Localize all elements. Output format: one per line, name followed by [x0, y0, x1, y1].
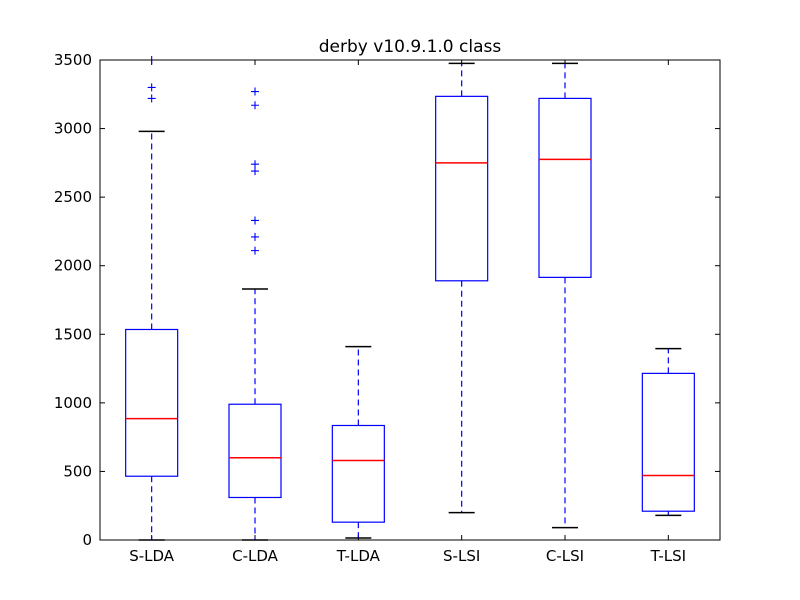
- box-iqr: [435, 95, 489, 282]
- y-tick-label: 2500: [54, 188, 92, 206]
- y-tick-label: 0: [82, 531, 92, 549]
- flier-point: [251, 216, 259, 225]
- box-iqr: [641, 372, 695, 512]
- x-tick-label: S-LSI: [443, 547, 480, 565]
- y-tick-label: 1500: [54, 325, 92, 343]
- y-tick-label: 500: [63, 462, 92, 480]
- chart-title: derby v10.9.1.0 class: [319, 37, 502, 57]
- flier-point: [251, 101, 259, 110]
- flier-point: [147, 83, 156, 92]
- box-iqr: [228, 403, 282, 499]
- flier-point: [251, 246, 259, 255]
- box-iqr: [331, 424, 385, 523]
- y-tick-label: 1000: [54, 394, 92, 412]
- x-tick-label: C-LSI: [546, 547, 584, 565]
- y-tick-label: 3000: [54, 120, 92, 138]
- x-tick-label: T-LSI: [650, 547, 687, 565]
- flier-point: [147, 94, 156, 103]
- box-iqr: [538, 97, 592, 278]
- x-tick-label: S-LDA: [129, 547, 175, 565]
- y-tick-label: 3500: [54, 51, 92, 69]
- flier-point: [251, 87, 259, 96]
- x-tick-label: T-LDA: [336, 547, 381, 565]
- flier-point: [251, 160, 259, 169]
- y-tick-label: 2000: [54, 257, 92, 275]
- flier-point: [251, 167, 259, 176]
- flier-point: [251, 232, 259, 241]
- plot-area-frame: [99, 59, 721, 541]
- box-iqr: [125, 328, 179, 477]
- x-tick-label: C-LDA: [232, 547, 279, 565]
